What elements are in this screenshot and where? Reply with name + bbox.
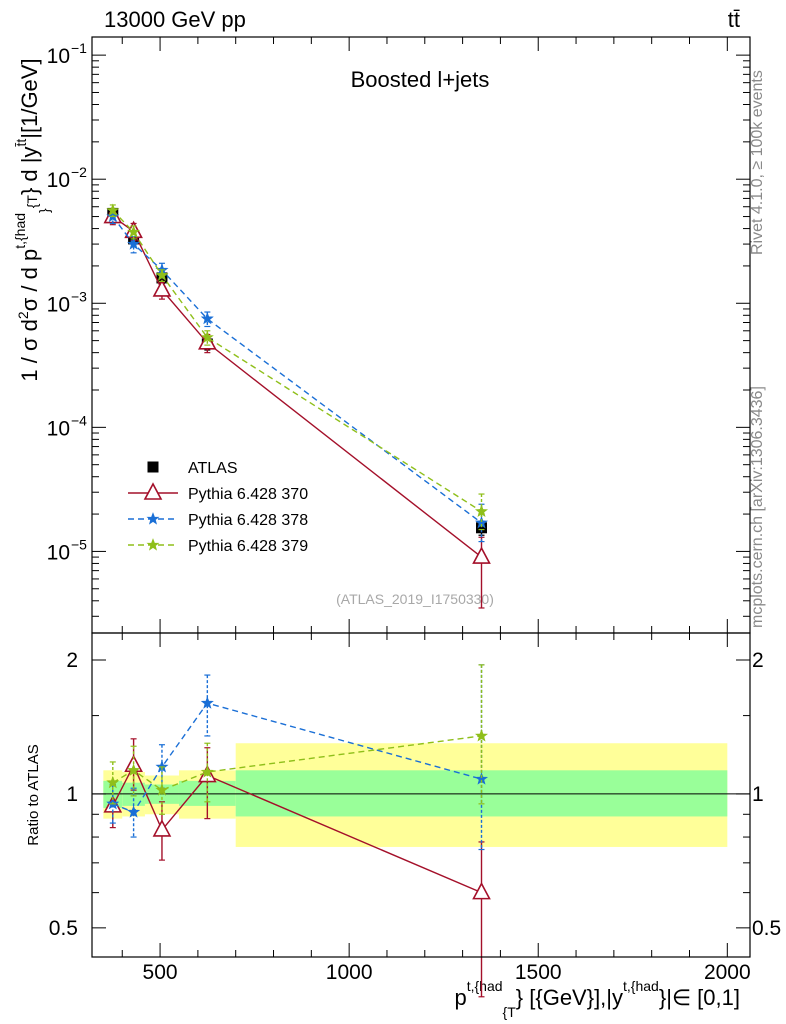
mc-point-star [146, 538, 160, 551]
legend: ATLAS Pythia 6.428 370 Pythia 6.428 378 Pyt… [128, 460, 308, 555]
ratio-y-tick-label-right: 2 [752, 649, 764, 672]
series-3 [106, 203, 489, 531]
y-tick-label: 10 [47, 293, 70, 316]
series-line [112, 209, 482, 512]
mc-point-star [474, 729, 489, 742]
y-tick-exponent: −1 [71, 40, 87, 56]
x-tick-label: 500 [143, 961, 178, 984]
y-tick-exponent: −5 [71, 536, 87, 552]
y-tick-exponent: −3 [71, 288, 87, 304]
mc-point-triangle [143, 482, 163, 500]
mc-point-star [200, 311, 214, 325]
x-tick-label: 1000 [326, 961, 373, 984]
ratio-y-axis-label: Ratio to ATLAS [25, 744, 42, 845]
ratio-y-tick-label-right: 0.5 [752, 917, 781, 940]
mc-point-triangle [472, 881, 491, 900]
atlas-data-point [476, 522, 488, 534]
ratio-y-tick-label-right: 1 [752, 783, 764, 806]
y-tick-label: 10 [47, 541, 70, 564]
mc-point-star [106, 775, 120, 789]
main-y-axis-label: 1 / σ d2σ / d pt,{had}{T} d |yt̄t|[1/GeV… [12, 58, 52, 381]
mc-point-star [106, 203, 120, 216]
ratio-panel-series [103, 664, 491, 998]
mc-point-star [200, 765, 214, 778]
series-line [112, 216, 482, 558]
ratio-y-tick-label-left: 2 [66, 649, 78, 672]
legend-label: Pythia 6.428 379 [188, 538, 308, 555]
legend-label: Pythia 6.428 370 [188, 486, 308, 503]
mc-point-star [155, 783, 169, 796]
x-tick-label: 1500 [515, 961, 562, 984]
mc-point-star [200, 330, 214, 343]
mc-point-star [200, 696, 214, 709]
mcplots-label: mcplots.cern.ch [arXiv:1306.3436] [749, 386, 766, 628]
mc-point-star [155, 268, 169, 281]
main-panel-title: Boosted l+jets [351, 67, 490, 92]
rivet-version-label: Rivet 4.1.0, ≥ 100k events [749, 70, 766, 255]
series-line [112, 216, 482, 524]
mc-point-triangle [152, 819, 172, 837]
mc-point-star [474, 504, 489, 517]
y-tick-label: 10 [47, 169, 70, 192]
mc-point-star [127, 237, 141, 250]
analysis-watermark: (ATLAS_2019_I1750330) [336, 591, 494, 607]
x-tick-label: 2000 [704, 961, 751, 984]
ratio-y-tick-label-left: 0.5 [49, 917, 78, 940]
mc-point-star [127, 805, 141, 818]
legend-label: Pythia 6.428 378 [188, 512, 308, 529]
mc-point-triangle [472, 546, 491, 564]
header-left-label: 13000 GeV pp [104, 7, 246, 32]
y-tick-label: 10 [47, 417, 70, 440]
y-tick-exponent: −4 [71, 412, 87, 428]
legend-label: ATLAS [188, 460, 238, 477]
atlas-data-point [147, 461, 159, 473]
mc-point-triangle [152, 279, 172, 297]
mc-point-star [146, 512, 160, 525]
ratio-uncertainty-bands [103, 743, 728, 847]
y-tick-exponent: −2 [71, 164, 87, 180]
y-tick-label: 10 [47, 45, 70, 68]
x-axis-label: pt,{had{T} [{GeV}],|yt,{had}|∈ [0,1] [454, 978, 740, 1020]
main-panel-series [103, 203, 491, 609]
ratio-y-tick-label-left: 1 [66, 783, 78, 806]
mc-point-star [127, 225, 141, 238]
header-right-label: tt̄ [728, 7, 740, 32]
ratio-panel-frame [91, 632, 751, 958]
series-2 [106, 664, 489, 815]
mc-point-star [127, 763, 141, 776]
